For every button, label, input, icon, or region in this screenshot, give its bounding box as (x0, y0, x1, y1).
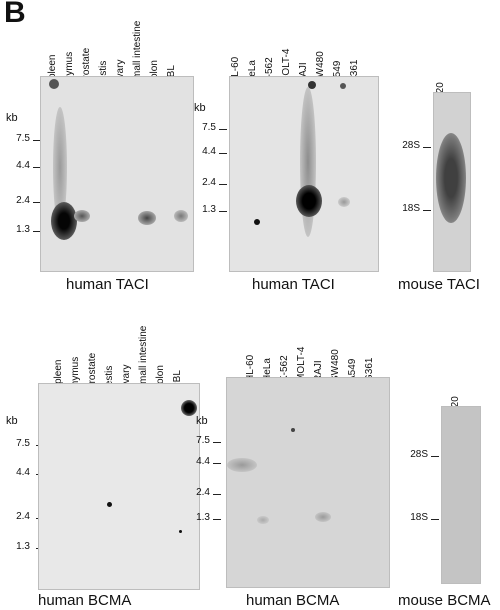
marker-tick (423, 210, 431, 211)
blot-band (308, 81, 316, 89)
blot-band (74, 210, 90, 222)
blot-spot (107, 502, 112, 507)
kb-label: kb (194, 102, 206, 114)
blot-band (53, 107, 67, 227)
panel-caption: human BCMA (38, 592, 132, 609)
marker-tick (33, 231, 41, 232)
marker-label: 4.4 (196, 456, 210, 467)
blot-band (257, 516, 269, 524)
marker-tick (213, 442, 221, 443)
marker-tick (33, 167, 41, 168)
blot-band (51, 202, 77, 240)
blot-spot (291, 428, 295, 432)
blot-image (441, 406, 481, 584)
marker-label: 7.5 (16, 133, 30, 144)
marker-label: 28S (402, 140, 420, 151)
marker-label: 7.5 (202, 122, 216, 133)
blot-band (296, 185, 322, 217)
blot-image (226, 377, 390, 588)
marker-label: 1.3 (16, 541, 30, 552)
marker-label: 1.3 (202, 204, 216, 215)
marker-tick (219, 211, 227, 212)
panel-caption: mouse TACI (398, 276, 480, 293)
kb-label: kb (6, 112, 18, 124)
blot-spot (254, 219, 260, 225)
blot-image (38, 383, 200, 590)
marker-tick (33, 140, 41, 141)
blot-band (174, 210, 188, 222)
marker-label: 4.4 (16, 467, 30, 478)
marker-label: 2.4 (196, 487, 210, 498)
blot-band (436, 133, 466, 223)
marker-tick (219, 129, 227, 130)
marker-label: 2.4 (202, 177, 216, 188)
blot-band (340, 83, 346, 89)
marker-label: 1.3 (196, 512, 210, 523)
blot-band (227, 458, 257, 472)
marker-label: 2.4 (16, 195, 30, 206)
marker-tick (33, 202, 41, 203)
panel-caption: human BCMA (246, 592, 340, 609)
marker-tick (219, 184, 227, 185)
marker-label: 4.4 (202, 146, 216, 157)
marker-label: 18S (402, 203, 420, 214)
marker-label: 18S (410, 512, 428, 523)
marker-label: 2.4 (16, 511, 30, 522)
marker-label: 4.4 (16, 160, 30, 171)
marker-tick (431, 519, 439, 520)
panel-caption: human TACI (252, 276, 335, 293)
marker-tick (213, 519, 221, 520)
blot-image (40, 76, 194, 272)
panel-label: B (4, 0, 26, 29)
lane-label: small intestine (138, 325, 149, 389)
marker-label: 7.5 (16, 438, 30, 449)
blot-spot (179, 530, 182, 533)
blot-band (49, 79, 59, 89)
marker-tick (431, 456, 439, 457)
blot-band (138, 211, 156, 225)
blot-band (315, 512, 331, 522)
marker-label: 7.5 (196, 435, 210, 446)
marker-tick (213, 494, 221, 495)
marker-label: 28S (410, 449, 428, 460)
blot-band (338, 197, 350, 207)
kb-label: kb (6, 415, 18, 427)
panel-caption: human TACI (66, 276, 149, 293)
marker-tick (219, 153, 227, 154)
blot-image (433, 92, 471, 272)
marker-tick (423, 147, 431, 148)
panel-caption: mouse BCMA (398, 592, 491, 609)
kb-label: kb (196, 415, 208, 427)
blot-band (181, 400, 197, 416)
marker-label: 1.3 (16, 224, 30, 235)
marker-tick (213, 463, 221, 464)
blot-image (229, 76, 379, 272)
lane-label: small intestine (132, 20, 143, 84)
